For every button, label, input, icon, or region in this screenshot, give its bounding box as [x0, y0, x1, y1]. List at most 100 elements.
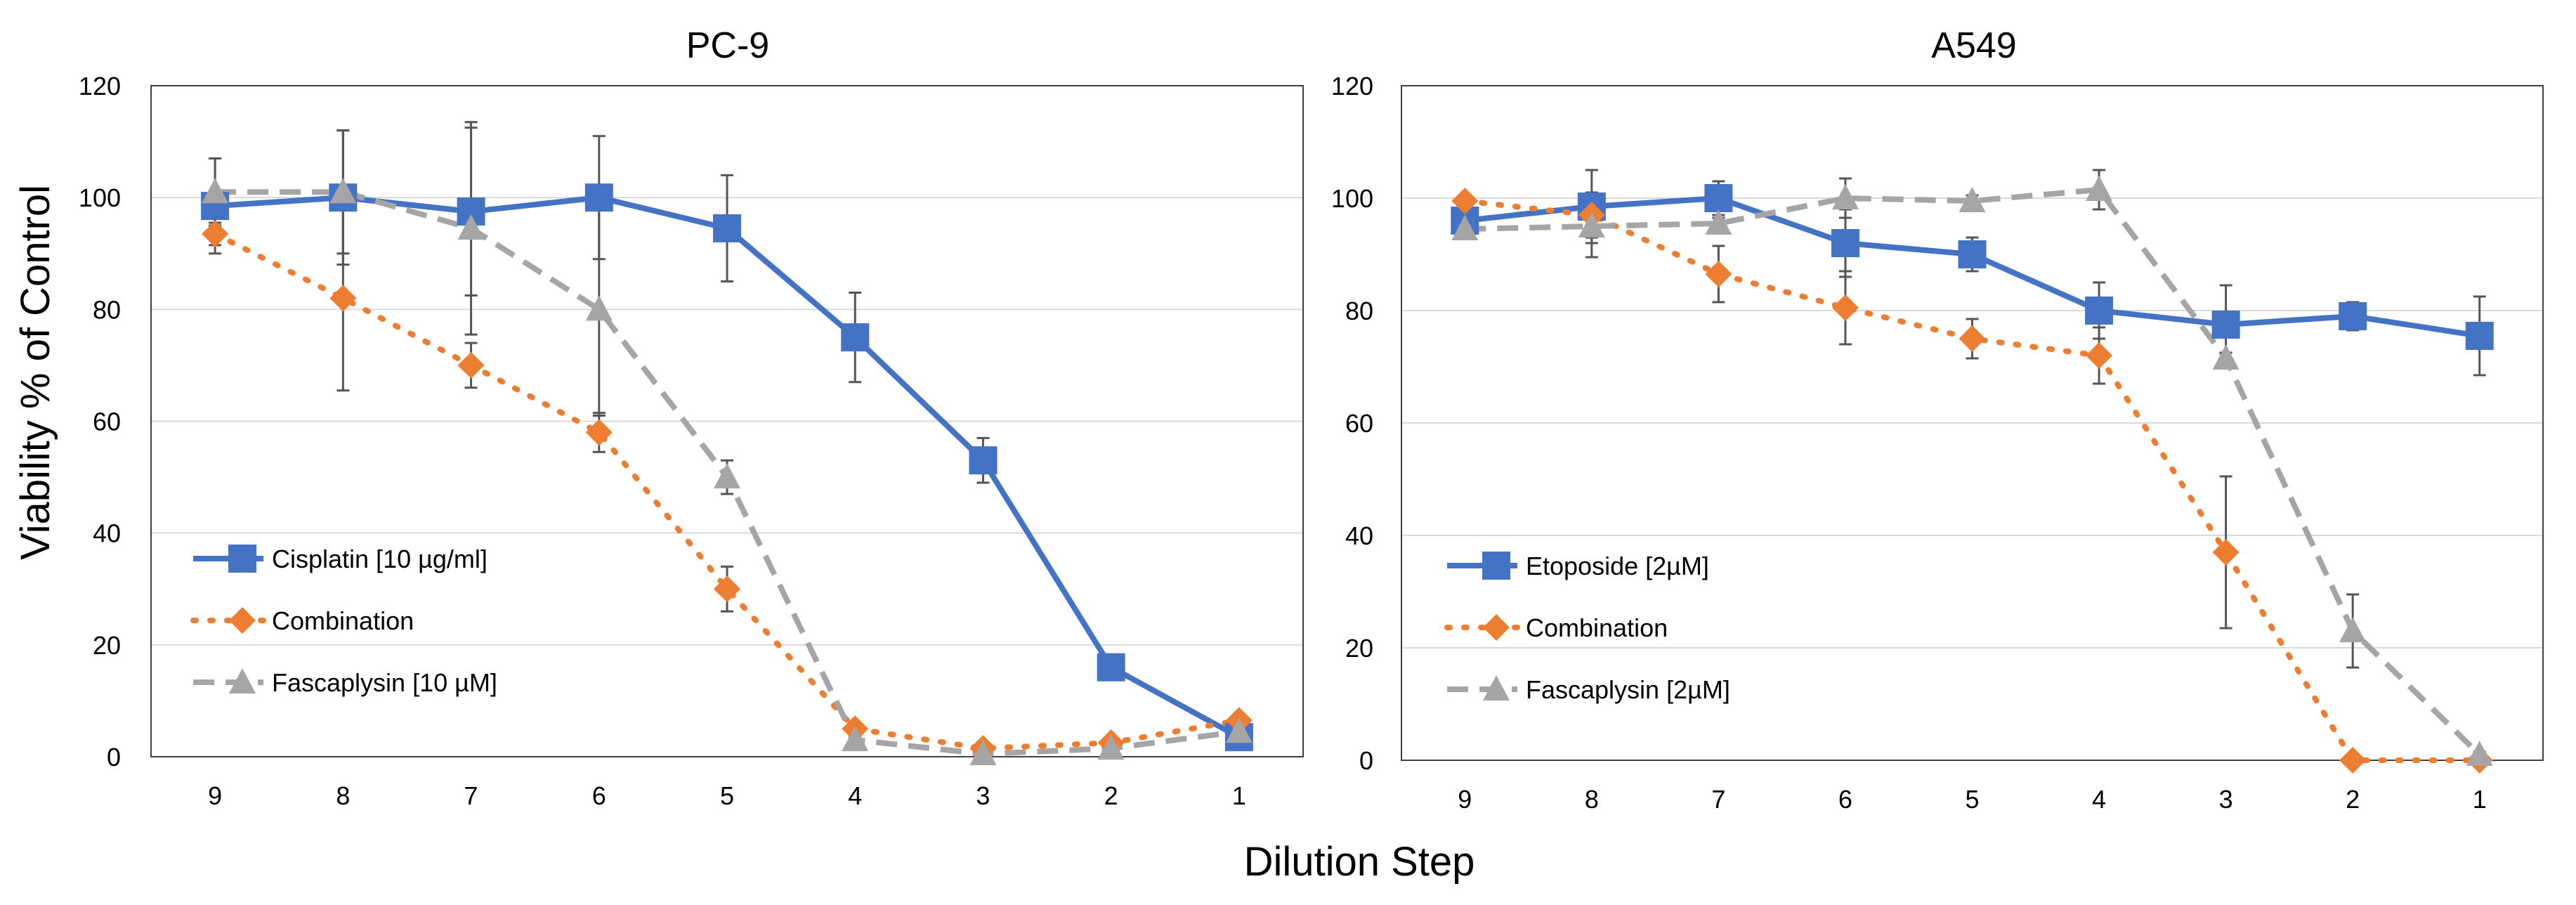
- data-point-square: [2465, 322, 2494, 350]
- y-tick-label: 80: [93, 295, 121, 324]
- legend-label: Combination: [1526, 613, 1668, 642]
- plot-frame: [150, 85, 1304, 757]
- legend-label: Fascaplysin [2µM]: [1526, 675, 1730, 704]
- x-tick-label: 6: [1838, 785, 1852, 814]
- data-point-diamond: [202, 220, 229, 247]
- data-point-triangle: [2212, 344, 2240, 370]
- data-point-diamond: [585, 419, 613, 446]
- x-tick-label: 7: [1711, 785, 1725, 814]
- data-point-triangle: [1705, 209, 1732, 235]
- x-tick-label: 8: [1585, 785, 1599, 814]
- data-point-diamond: [2086, 342, 2113, 369]
- x-tick-label: 2: [2346, 785, 2360, 814]
- legend-marker: [229, 668, 256, 694]
- data-point-triangle: [202, 178, 229, 204]
- x-tick-label: 1: [2473, 785, 2487, 814]
- legend-item: Fascaplysin [10 µM]: [193, 668, 497, 697]
- x-tick-label: 9: [208, 781, 222, 810]
- data-point-square: [2085, 297, 2114, 325]
- chart-title: A549: [1931, 25, 2016, 66]
- data-point-diamond: [714, 575, 740, 603]
- legend-item: Etoposide [2µM]: [1447, 552, 1709, 580]
- data-point-diamond: [1831, 294, 1859, 321]
- y-tick-label: 0: [1359, 746, 1373, 775]
- x-tick-label: 3: [976, 781, 990, 810]
- data-point-diamond: [329, 285, 357, 312]
- data-point-triangle: [1225, 717, 1253, 743]
- y-tick-label: 0: [107, 743, 121, 771]
- data-point-triangle: [1097, 734, 1125, 760]
- x-tick-label: 1: [1232, 781, 1246, 810]
- data-point-triangle: [585, 295, 613, 321]
- data-point-triangle: [2339, 617, 2367, 642]
- plot-frame: [1401, 85, 2544, 761]
- x-tick-label: 8: [336, 781, 350, 810]
- y-tick-label: 120: [1331, 72, 1373, 100]
- chart-title: PC-9: [686, 25, 769, 66]
- data-point-square: [969, 446, 998, 475]
- x-tick-label: 2: [1104, 781, 1118, 810]
- y-tick-label: 40: [93, 519, 121, 548]
- y-tick-label: 20: [1345, 634, 1373, 663]
- x-tick-label: 4: [848, 781, 862, 810]
- legend-item: Combination: [190, 606, 414, 635]
- legend-label: Fascaplysin [10 µM]: [272, 668, 497, 697]
- data-point-square: [2211, 311, 2240, 339]
- chart-panel-0: PC-9 0 20 40 60 80 100 120 9 8 7 6 5 4 3 2 1 Cisplatin [1…: [79, 25, 1304, 810]
- x-tick-label: 6: [592, 781, 606, 810]
- data-point-diamond: [457, 351, 485, 379]
- x-tick-label: 9: [1458, 785, 1472, 814]
- data-point-triangle: [1451, 215, 1479, 240]
- data-point-square: [1704, 184, 1733, 212]
- legend: Cisplatin [10 µg/ml] Combination Fascaplys…: [190, 545, 497, 697]
- legend: Etoposide [2µM] Combination Fascaplysin [2…: [1444, 552, 1730, 704]
- data-point-diamond: [1451, 188, 1479, 214]
- legend-marker: [228, 545, 256, 573]
- legend-item: Fascaplysin [2µM]: [1447, 675, 1730, 704]
- y-tick-label: 20: [93, 631, 121, 660]
- data-point-square: [2339, 302, 2367, 330]
- data-point-triangle: [714, 463, 740, 489]
- legend-marker: [1483, 614, 1510, 641]
- y-tick-label: 80: [1345, 297, 1373, 325]
- x-tick-label: 7: [464, 781, 478, 810]
- y-tick-label: 60: [1345, 409, 1373, 438]
- data-point-diamond: [1705, 261, 1732, 287]
- legend-item: Combination: [1444, 613, 1668, 642]
- x-tick-label: 3: [2219, 785, 2233, 814]
- x-axis-label: Dilution Step: [1244, 839, 1475, 885]
- data-point-triangle: [969, 740, 997, 766]
- data-point-square: [1958, 240, 1987, 268]
- data-point-triangle: [1959, 187, 1986, 212]
- x-tick-label: 5: [720, 781, 734, 810]
- legend-marker: [1482, 552, 1510, 580]
- y-tick-label: 40: [1345, 521, 1373, 550]
- x-tick-label: 5: [1965, 785, 1979, 814]
- data-point-square: [1831, 229, 1859, 257]
- data-point-triangle: [457, 214, 485, 240]
- data-point-triangle: [1831, 184, 1859, 209]
- chart-panel-1: A549 0 20 40 60 80 100 120 9 8 7 6 5 4 3 2 1 Etoposide [2…: [1331, 25, 2544, 814]
- series-line-2: [1465, 187, 2482, 757]
- data-point-diamond: [1959, 325, 1986, 352]
- legend-marker: [229, 607, 256, 634]
- legend-label: Combination: [272, 606, 414, 635]
- y-tick-label: 60: [93, 408, 121, 436]
- data-point-triangle: [1578, 212, 1605, 237]
- y-axis-label: Viability % of Control: [13, 185, 58, 560]
- legend-label: Etoposide [2µM]: [1526, 552, 1709, 580]
- data-point-triangle: [2086, 176, 2113, 201]
- data-point-diamond: [2212, 539, 2240, 566]
- y-tick-label: 100: [79, 183, 121, 212]
- x-tick-label: 4: [2092, 785, 2106, 814]
- data-point-triangle: [329, 178, 357, 204]
- legend-label: Cisplatin [10 µg/ml]: [272, 545, 488, 573]
- data-point-square: [841, 323, 870, 352]
- data-point-diamond: [2339, 747, 2367, 774]
- legend-item: Cisplatin [10 µg/ml]: [193, 545, 488, 573]
- data-point-square: [713, 214, 741, 242]
- y-tick-label: 120: [79, 72, 121, 100]
- data-point-square: [584, 183, 613, 212]
